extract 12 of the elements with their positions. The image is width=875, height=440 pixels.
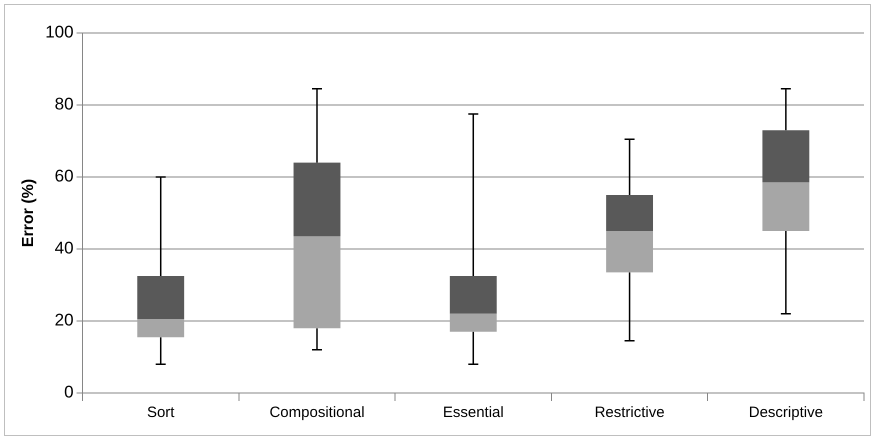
x-tick-label: Restrictive	[594, 404, 665, 422]
y-axis-title: Error (%)	[20, 178, 38, 248]
y-tick-label: 60	[54, 166, 74, 186]
x-tick-label: Sort	[146, 404, 176, 422]
x-tick-label: Compositional	[269, 404, 365, 422]
y-tick-label: 0	[64, 382, 74, 402]
y-tick-label: 100	[45, 22, 74, 42]
x-tick-label: Essential	[442, 404, 504, 422]
y-tick-label: 20	[54, 310, 74, 330]
y-tick-label: 40	[54, 238, 74, 258]
y-tick-label: 80	[54, 94, 74, 114]
x-tick-label: Descriptive	[748, 404, 823, 422]
